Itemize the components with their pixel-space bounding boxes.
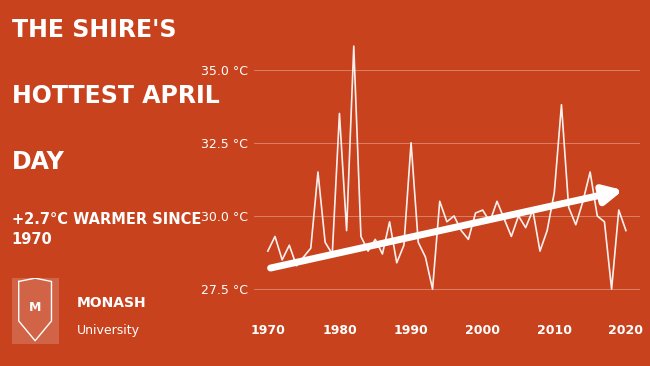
- Text: MONASH: MONASH: [77, 296, 146, 310]
- Text: DAY: DAY: [12, 150, 64, 174]
- Text: +2.7°C WARMER SINCE
1970: +2.7°C WARMER SINCE 1970: [12, 212, 201, 247]
- Text: University: University: [77, 324, 140, 337]
- Text: THE SHIRE'S: THE SHIRE'S: [12, 18, 176, 42]
- Text: M: M: [29, 301, 42, 314]
- Text: HOTTEST APRIL: HOTTEST APRIL: [12, 84, 220, 108]
